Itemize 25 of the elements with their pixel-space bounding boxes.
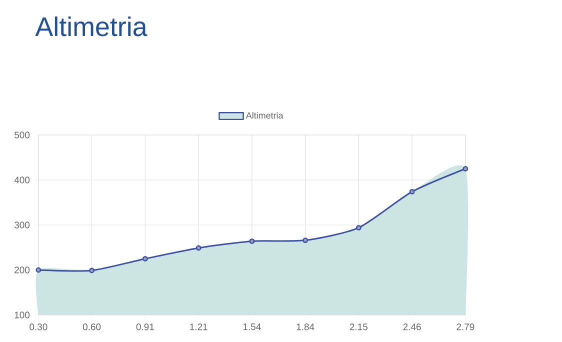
x-tick-label: 1.21 (190, 324, 208, 330)
point (462, 166, 468, 172)
y-tick-label: 400 (14, 176, 30, 184)
x-tick-label: 0.60 (82, 324, 101, 330)
x-tick-label: 0.30 (30, 324, 48, 330)
point (249, 238, 255, 244)
point (302, 238, 308, 243)
y-tick-label: 500 (14, 132, 30, 138)
x-tick-label: 0.91 (136, 324, 154, 330)
y-tick-label: 200 (14, 266, 30, 274)
x-tick-label: 2.15 (350, 324, 368, 330)
x-tick-label: 2.46 (403, 324, 421, 330)
point (196, 245, 202, 251)
legend-label: Altimetria (246, 112, 284, 119)
point (142, 256, 148, 262)
point (36, 267, 42, 273)
x-tick-label: 1.54 (243, 324, 261, 330)
point (409, 189, 415, 194)
x-tick-label: 2.79 (456, 324, 474, 330)
y-tick-label: 100 (14, 312, 30, 318)
x-tick-label: 1.84 (296, 324, 314, 330)
chart-title: Altimetria (35, 16, 148, 36)
y-tick-label: 300 (14, 222, 30, 228)
point (89, 268, 95, 274)
point (356, 225, 362, 230)
